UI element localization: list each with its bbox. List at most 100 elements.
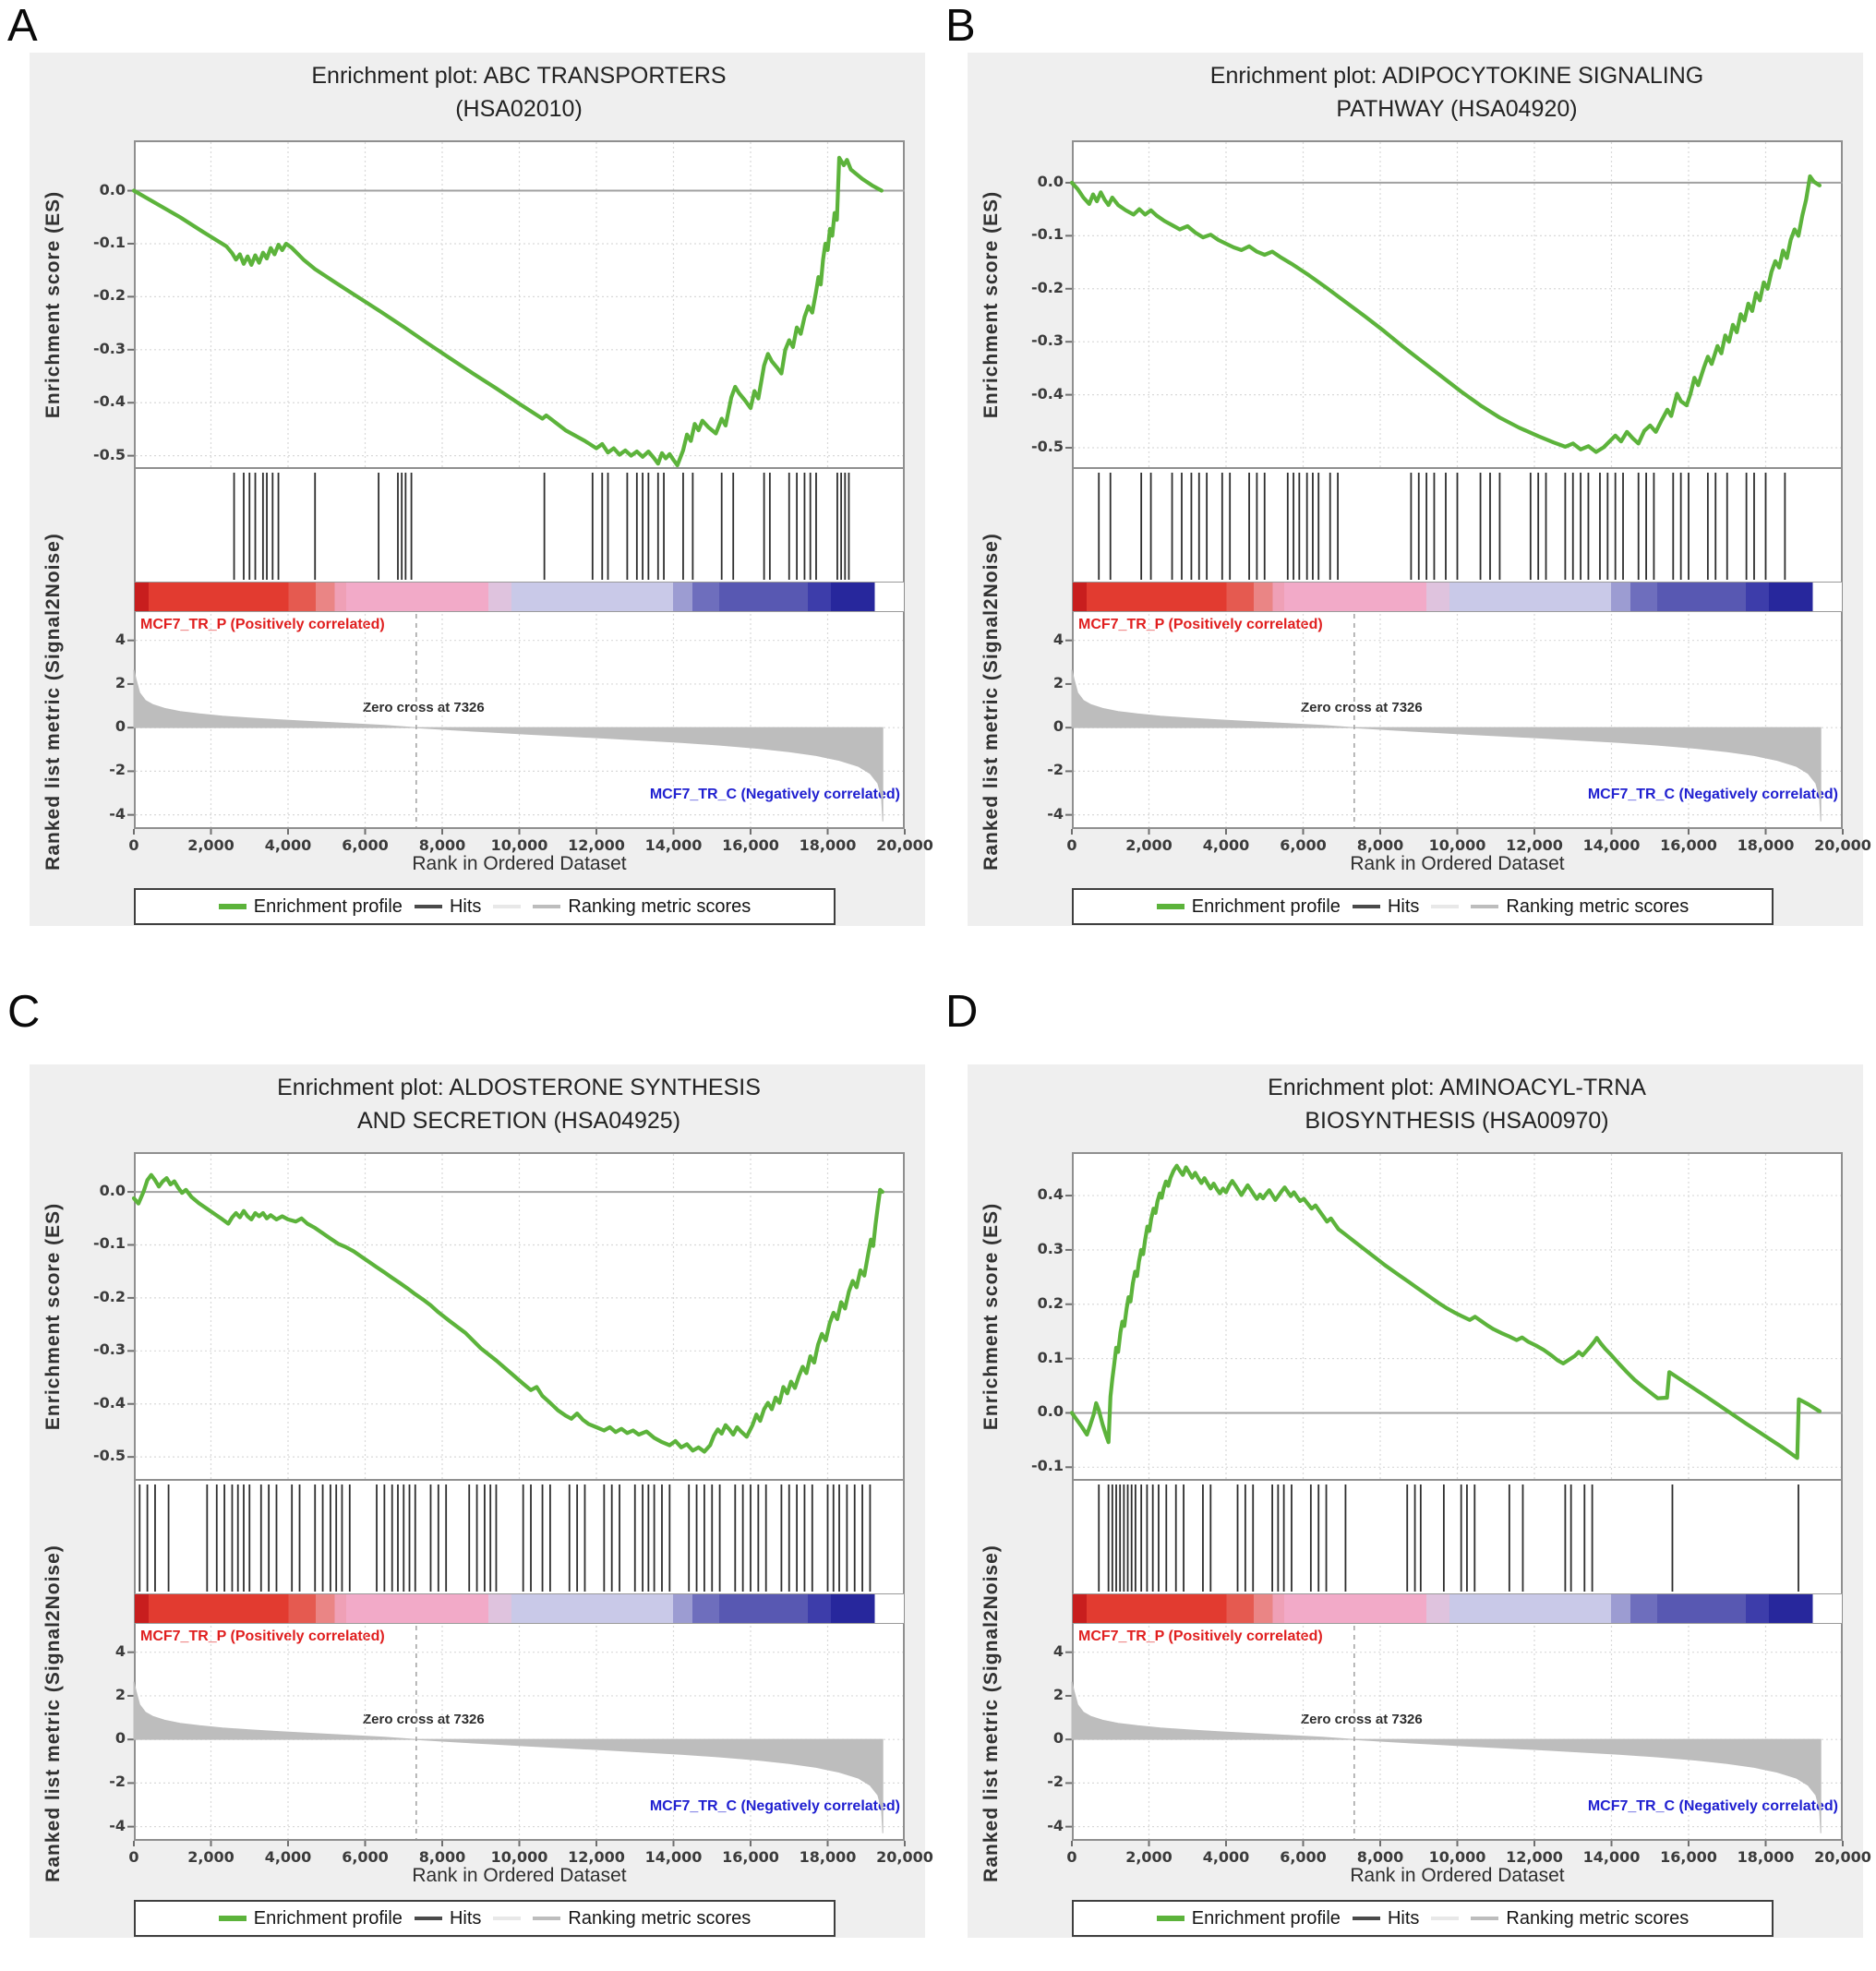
es-tick-label: 0.4 [1037, 1185, 1064, 1204]
plot-title-line2: AND SECRETION (HSA04925) [356, 1108, 681, 1134]
x-tick-label: 2,000 [187, 1848, 234, 1866]
x-tick-label: 8,000 [1356, 836, 1404, 854]
es-tick-label: 0.3 [1037, 1239, 1064, 1257]
legend: Enrichment profile Hits Ranking metric sco… [1072, 888, 1774, 925]
hits-legend-marker-icon [414, 1917, 442, 1920]
x-tick-label: 0 [128, 1848, 139, 1866]
positively-correlated-label: MCF7_TR_P (Positively correlated) [1078, 617, 1323, 632]
correlation-gradient-bar [1073, 1594, 1842, 1623]
es-tick-label: -0.2 [93, 1287, 126, 1305]
ranked-axis-label: Ranked list metric (Signal2Noise) [42, 1544, 64, 1882]
x-tick-label: 0 [128, 836, 139, 854]
legend-item-enrichment-profile: Enrichment profile [1156, 895, 1341, 918]
x-tick-label: 6,000 [1280, 1848, 1327, 1866]
legend: Enrichment profile Hits Ranking metric sco… [134, 888, 836, 925]
legend-item-enrichment-profile: Enrichment profile [1156, 1907, 1341, 1929]
x-tick-label: 8,000 [418, 1848, 466, 1866]
legend-item-ghost [493, 1917, 522, 1920]
enrichment-score-plot-area [1072, 140, 1843, 469]
x-tick-label: 12,000 [1506, 1848, 1563, 1866]
hits-legend-marker-icon [414, 905, 442, 908]
plot-title-line1: Enrichment plot: ALDOSTERONE SYNTHESIS [277, 1075, 761, 1100]
gradient-bar-frame [1072, 582, 1843, 612]
x-tick-label: 18,000 [1737, 1848, 1795, 1866]
plot-title-line2: (HSA02010) [455, 96, 583, 122]
es-axis-label: Enrichment score (ES) [42, 190, 64, 419]
x-tick-label: 0 [1066, 836, 1077, 854]
es-tick-label: -0.2 [1031, 278, 1064, 296]
ranked-tick-label: -4 [109, 1816, 126, 1834]
zero-cross-label: Zero cross at 7326 [1300, 700, 1423, 715]
legend-item-enrichment-profile: Enrichment profile [218, 1907, 403, 1929]
x-tick-label: 8,000 [1356, 1848, 1404, 1866]
ghost-legend-marker-icon [493, 1917, 522, 1920]
zero-cross-label: Zero cross at 7326 [362, 700, 485, 715]
x-tick-label: 16,000 [722, 1848, 779, 1866]
x-axis-label: Rank in Ordered Dataset [1350, 853, 1565, 874]
es-tick-label: 0.0 [1037, 1402, 1064, 1421]
es-tick-label: -0.2 [93, 286, 126, 305]
legend-item-label: Ranking metric scores [1506, 1907, 1690, 1929]
enrichment-score-plot-area [134, 1152, 905, 1481]
plot-title-line2: BIOSYNTHESIS (HSA00970) [1305, 1108, 1609, 1134]
ghost-legend-marker-icon [1431, 905, 1460, 908]
ranking-metric-scores-legend-marker-icon [533, 905, 561, 908]
x-tick-label: 18,000 [1737, 836, 1795, 854]
panel-corner-label: C [7, 987, 41, 1037]
x-tick-label: 2,000 [1125, 836, 1172, 854]
hits-and-metric-plot-area [134, 469, 905, 829]
ranked-tick-label: 4 [114, 1641, 126, 1660]
ranked-tick-label: 4 [114, 630, 126, 648]
x-tick-label: 20,000 [876, 1848, 933, 1866]
ranked-tick-label: -2 [1047, 1773, 1064, 1791]
es-axis-label: Enrichment score (ES) [980, 1202, 1002, 1431]
x-tick-label: 10,000 [1428, 836, 1486, 854]
legend-item-ranking-metric-scores: Ranking metric scores [533, 896, 751, 918]
x-tick-label: 4,000 [1202, 1848, 1250, 1866]
x-tick-label: 6,000 [342, 1848, 389, 1866]
plot-title-line1: Enrichment plot: AMINOACYL-TRNA [1268, 1075, 1646, 1100]
es-tick-label: 0.0 [99, 180, 126, 198]
es-tick-label: -0.3 [93, 339, 126, 357]
positively-correlated-label: MCF7_TR_P (Positively correlated) [140, 1628, 385, 1644]
legend-item-label: Enrichment profile [1191, 1907, 1341, 1929]
x-axis-label: Rank in Ordered Dataset [412, 1865, 627, 1886]
legend-item-ghost [1431, 1917, 1460, 1920]
legend-item-label: Enrichment profile [1191, 895, 1341, 917]
legend-item-label: Enrichment profile [253, 895, 403, 917]
x-tick-label: 2,000 [1125, 1848, 1172, 1866]
gsea-panel: D Enrichment plot: AMINOACYL-TRNA BIOSYN… [938, 986, 1876, 1971]
hits-and-metric-plot-area [1072, 469, 1843, 829]
x-tick-label: 16,000 [1660, 836, 1717, 854]
panel-content: Enrichment plot: AMINOACYL-TRNA BIOSYNTH… [938, 1012, 1876, 1971]
es-tick-label: 0.2 [1037, 1293, 1064, 1312]
legend-item-label: Enrichment profile [253, 1907, 403, 1929]
x-tick-label: 12,000 [568, 1848, 625, 1866]
x-tick-label: 10,000 [490, 1848, 548, 1866]
positively-correlated-label: MCF7_TR_P (Positively correlated) [1078, 1628, 1323, 1644]
ranking-metric-scores-legend-marker-icon [533, 1917, 561, 1920]
ranked-tick-label: 4 [1052, 630, 1064, 648]
legend: Enrichment profile Hits Ranking metric sco… [1072, 1900, 1774, 1937]
enrichment-score-plot-area [134, 140, 905, 469]
ranked-tick-label: -2 [109, 1773, 126, 1791]
es-tick-label: 0.0 [1037, 172, 1064, 190]
gsea-panel: B Enrichment plot: ADIPOCYTOKINE SIGNALI… [938, 0, 1876, 985]
ranked-tick-label: 2 [1052, 673, 1064, 691]
ranked-tick-label: 2 [1052, 1685, 1064, 1703]
gradient-bar-frame [134, 582, 905, 612]
legend-item-label: Ranking metric scores [1506, 895, 1690, 917]
gradient-bar-frame [1072, 1593, 1843, 1624]
ranked-tick-label: 0 [114, 1729, 126, 1748]
panel-content: Enrichment plot: ADIPOCYTOKINE SIGNALING… [938, 0, 1876, 985]
x-tick-label: 10,000 [1428, 1848, 1486, 1866]
es-tick-label: -0.4 [93, 1393, 126, 1412]
correlation-gradient-bar [135, 1594, 904, 1623]
es-tick-label: -0.5 [1031, 438, 1064, 456]
legend-item-ghost [493, 905, 522, 908]
legend-item-ranking-metric-scores: Ranking metric scores [1471, 1908, 1689, 1929]
legend: Enrichment profile Hits Ranking metric sco… [134, 1900, 836, 1937]
ranked-axis-label: Ranked list metric (Signal2Noise) [980, 533, 1002, 871]
es-tick-label: 0.0 [99, 1182, 126, 1200]
legend-item-label: Hits [1387, 1907, 1420, 1929]
